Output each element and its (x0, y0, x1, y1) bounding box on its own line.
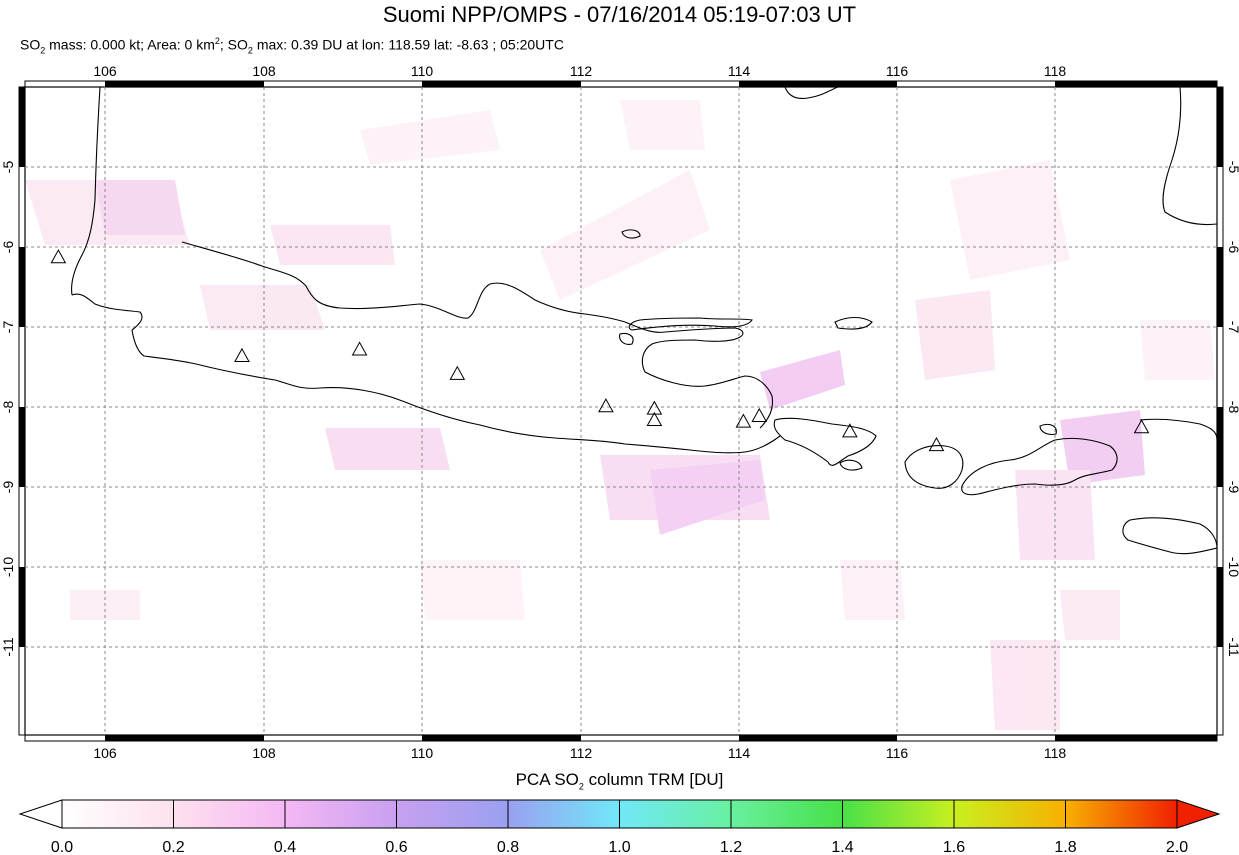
lon-label-top: 112 (570, 63, 593, 79)
lat-label-left: -10 (0, 557, 16, 577)
lon-label-top: 116 (886, 63, 909, 79)
lat-label-left: -11 (0, 637, 16, 656)
lon-label-bottom: 108 (252, 745, 276, 761)
triangle-icon (598, 398, 614, 413)
lat-label-right: -9 (1226, 481, 1239, 494)
coast-java-west (71, 293, 143, 331)
triangle-icon (1133, 419, 1150, 434)
coast-kalimantan (784, 87, 839, 99)
colorbar-tick-label: 0.2 (162, 839, 184, 855)
coast-flores (1139, 418, 1217, 441)
so2-mass-area: mass: 0.000 kt; Area: 0 km (45, 36, 215, 53)
lat-label-left: -8 (0, 401, 16, 414)
stats-line: SO2 mass: 0.000 kt; Area: 0 km2; SO2 max… (20, 36, 564, 56)
lat-label-right: -5 (1226, 161, 1239, 174)
triangle-icon (735, 413, 752, 428)
coast-kangean (834, 316, 873, 330)
lat-label-right: -11 (1226, 637, 1239, 656)
colorbar-tick-label: 0.8 (497, 839, 519, 855)
coast-bali (773, 417, 877, 466)
coast-lombok (904, 445, 964, 489)
lat-label-right: -8 (1226, 401, 1239, 414)
frame-border-bars (19, 81, 1223, 741)
lon-label-top: 106 (93, 63, 117, 79)
lon-label-top: 118 (1044, 63, 1067, 79)
colorbar-tick-label: 1.4 (831, 839, 853, 855)
colorbar: 0.0 0.2 0.4 0.6 0.8 1.0 1.2 1.4 1.6 1.8 … (18, 799, 1221, 855)
lon-label-bottom: 110 (411, 745, 434, 761)
colorbar-max-arrow (1176, 799, 1221, 829)
lat-label-left: -9 (0, 481, 16, 494)
lon-label-bottom: 116 (886, 745, 909, 761)
triangle-icon (234, 347, 250, 363)
colorbar-tick-label: 1.2 (720, 839, 742, 855)
colorbar-title: PCA SO2 column TRM [DU] (515, 770, 724, 792)
coast-sulawesi (1162, 87, 1217, 226)
triangle-icon (751, 407, 768, 422)
coast-sumba (1122, 517, 1217, 555)
lon-label-bottom: 118 (1044, 745, 1067, 761)
so2-max: max: 0.39 DU at lon: 118.59 lat: -8.63 ;… (252, 36, 564, 53)
lat-label-right: -10 (1226, 557, 1239, 577)
lat-label-right: -6 (1226, 241, 1239, 254)
coast-sumatra (71, 87, 101, 296)
lon-label-bottom: 112 (570, 745, 593, 761)
so2-pixel-layer (25, 100, 1215, 730)
lon-label-top: 108 (252, 63, 276, 79)
coast-java-north (181, 241, 744, 339)
graticule (25, 87, 1217, 735)
coast-java-east (641, 337, 774, 429)
lon-label-top: 114 (728, 63, 751, 79)
coast-madura (628, 317, 753, 331)
triangle-icon (646, 400, 663, 415)
colorbar-tick-label: 1.8 (1054, 839, 1076, 855)
colorbar-tick-label: 1.0 (608, 839, 630, 855)
colorbar-tick-label: 0.0 (51, 839, 73, 855)
colorbar-tick-label: 0.6 (385, 839, 407, 855)
colorbar-tick-label: 1.6 (943, 839, 965, 855)
lon-label-top: 110 (411, 63, 434, 79)
triangle-icon (449, 365, 466, 380)
lat-label-left: -6 (0, 241, 16, 254)
colorbar-tick-label: 2.0 (1166, 839, 1188, 855)
triangle-icon (646, 411, 663, 427)
lon-label-bottom: 114 (728, 745, 751, 761)
coastlines (71, 87, 1217, 555)
map-title: Suomi NPP/OMPS - 07/16/2014 05:19-07:03 … (382, 2, 857, 27)
coast-sumbawa (961, 437, 1118, 496)
lat-label-left: -5 (0, 161, 16, 174)
so2-label: SO (20, 36, 41, 53)
volcano-markers (50, 249, 1150, 452)
coast-java-south (131, 329, 781, 454)
colorbar-min-arrow (18, 799, 63, 829)
triangle-icon (351, 341, 368, 356)
triangle-icon (842, 423, 858, 438)
lat-label-left: -7 (0, 321, 16, 334)
triangle-icon (50, 249, 67, 264)
coast-small-islands (619, 229, 1057, 471)
colorbar-tick-label: 0.4 (274, 839, 296, 855)
triangle-icon (928, 436, 945, 452)
lat-label-right: -7 (1226, 321, 1239, 334)
lon-label-bottom: 106 (93, 745, 117, 761)
